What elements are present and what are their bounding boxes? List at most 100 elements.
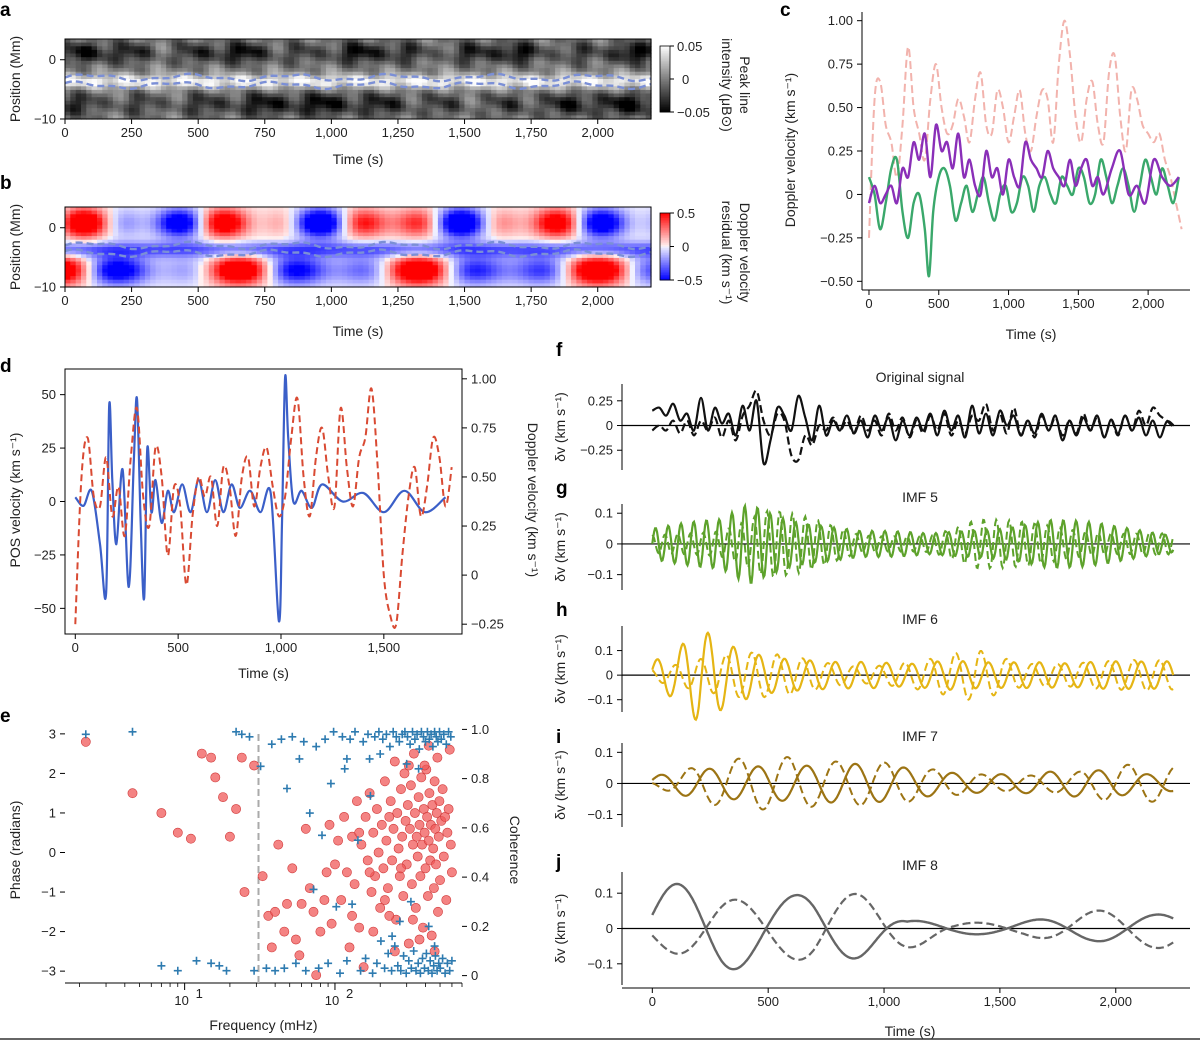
heatmap-cell <box>368 272 375 277</box>
heatmap-cell <box>144 207 151 212</box>
heatmap-cell <box>203 100 210 105</box>
heatmap-cell <box>635 243 641 248</box>
heatmap-cell <box>336 250 343 255</box>
heatmap-cell <box>453 97 460 102</box>
heatmap-cell <box>203 283 210 288</box>
heatmap-cell <box>166 46 173 51</box>
heatmap-cell <box>144 210 151 215</box>
heatmap-cell <box>517 239 524 244</box>
heatmap-cell <box>603 254 609 259</box>
heatmap-cell <box>528 243 535 248</box>
heatmap-cell <box>299 46 306 51</box>
heatmap-cell <box>262 64 268 69</box>
heatmap-cell <box>635 217 641 223</box>
heatmap-cell <box>160 239 167 244</box>
heatmap-cell <box>192 75 199 80</box>
heatmap-cell <box>65 115 71 120</box>
heatmap-cell <box>565 283 572 288</box>
heatmap-cell <box>512 104 519 109</box>
heatmap-cell <box>112 60 119 65</box>
heatmap-cell <box>192 261 199 266</box>
heatmap-cell <box>592 283 599 288</box>
heatmap-cell <box>448 250 455 255</box>
heatmap-cell <box>352 268 359 273</box>
heatmap-cell <box>214 225 221 230</box>
heatmap-cell <box>224 86 231 91</box>
heatmap-cell <box>310 49 316 55</box>
heatmap-cell <box>81 283 87 288</box>
heatmap-cell <box>251 272 258 277</box>
heatmap-cell <box>608 39 615 44</box>
heatmap-cell <box>368 261 375 266</box>
heatmap-cell <box>358 79 364 84</box>
heatmap-cell <box>390 64 396 69</box>
heatmap-cell <box>539 257 545 263</box>
colorbar-swatch <box>660 74 670 77</box>
heatmap-cell <box>123 257 130 263</box>
heatmap-cell <box>331 207 338 212</box>
heatmap-cell <box>97 93 103 98</box>
heatmap-cell <box>363 93 370 98</box>
panel-b: b0 250 500 750 1,000 1,250 1,500 1,750 2,000Time… <box>0 173 753 339</box>
heatmap-cell <box>310 60 316 65</box>
colorbar-swatch <box>660 234 670 237</box>
heatmap-cell <box>235 268 242 273</box>
heatmap-cell <box>230 225 236 230</box>
heatmap-cell <box>421 46 428 51</box>
heatmap-cell <box>256 100 263 105</box>
heatmap-cell <box>390 276 396 281</box>
heatmap-cell <box>464 247 471 252</box>
heatmap-cell <box>192 53 199 58</box>
heatmap-cell <box>97 71 103 76</box>
heatmap-cell <box>501 272 508 277</box>
heatmap-cell <box>102 42 109 47</box>
heatmap-cell <box>395 279 402 284</box>
heatmap-cell <box>187 100 194 105</box>
heatmap-cell <box>176 276 183 281</box>
heatmap-cell <box>342 79 348 84</box>
heatmap-cell <box>539 221 545 226</box>
heatmap-cell <box>336 236 343 241</box>
heatmap-cell <box>331 71 338 76</box>
heatmap-cell <box>187 225 194 230</box>
heatmap-cell <box>342 228 348 233</box>
heatmap-cell <box>224 261 231 266</box>
heatmap-cell <box>240 279 247 284</box>
heatmap-cell <box>560 93 567 98</box>
heatmap-cell <box>123 261 130 266</box>
heatmap-cell <box>150 225 157 230</box>
heatmap-cell <box>294 210 300 215</box>
heatmap-cell <box>432 265 439 270</box>
x-tick-label: 2,000 <box>581 125 614 140</box>
heatmap-cell <box>219 232 226 237</box>
heatmap-cell <box>75 89 82 95</box>
heatmap-cell <box>70 254 77 259</box>
heatmap-cell <box>187 217 194 223</box>
heatmap-cell <box>81 86 87 91</box>
heatmap-cell <box>230 42 236 47</box>
heatmap-cell <box>278 239 284 244</box>
heatmap-cell <box>198 214 205 219</box>
heatmap-cell <box>512 210 519 215</box>
heatmap-cell <box>75 221 82 226</box>
heatmap-cell <box>331 75 338 80</box>
heatmap-cell <box>65 68 71 73</box>
heatmap-cell <box>581 57 588 62</box>
heatmap-cell <box>613 82 620 87</box>
heatmap-cell <box>326 89 332 95</box>
heatmap-cell <box>560 268 567 273</box>
heatmap-cell <box>411 279 418 284</box>
heatmap-cell <box>128 207 135 212</box>
heatmap-cell <box>480 42 487 47</box>
heatmap-cell <box>395 68 402 73</box>
heatmap-cell <box>214 257 221 263</box>
heatmap-cell <box>539 279 545 284</box>
heatmap-cell <box>629 272 636 277</box>
heatmap-cell <box>278 79 284 84</box>
heatmap-cell <box>491 82 498 87</box>
heatmap-cell <box>517 257 524 263</box>
dashed-track <box>64 80 652 91</box>
heatmap-cell <box>224 214 231 219</box>
heatmap-cell <box>150 257 157 263</box>
heatmap-cell <box>379 265 386 270</box>
